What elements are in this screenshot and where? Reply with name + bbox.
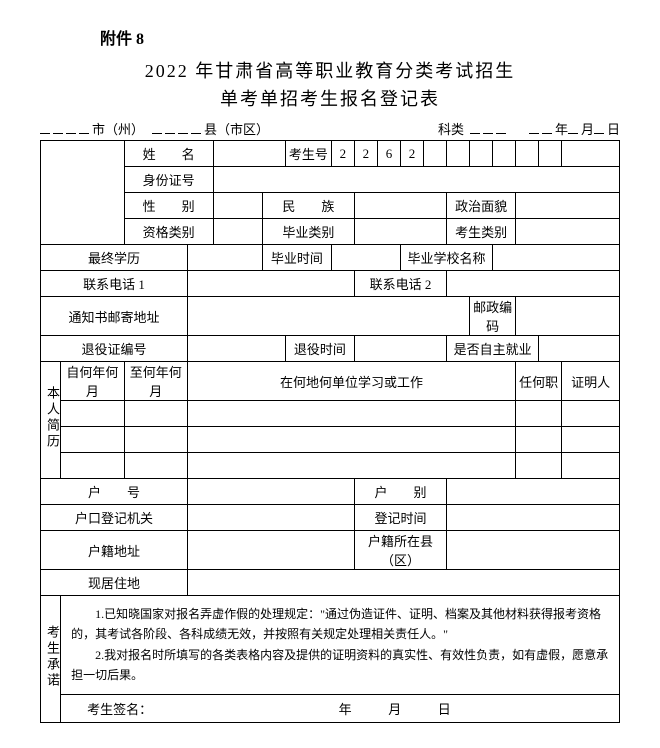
from-label: 自何年何月 <box>61 362 124 401</box>
examno-d7 <box>470 141 493 167</box>
examno-d3: 6 <box>377 141 400 167</box>
job-label: 任何职 <box>516 362 562 401</box>
regtime-value <box>447 505 620 531</box>
resume-row <box>61 453 124 479</box>
gradschool-label: 毕业学校名称 <box>400 245 492 271</box>
resume-label: 本人简历 <box>41 362 61 479</box>
photo-cell <box>41 141 125 245</box>
to-label: 至何年何月 <box>124 362 187 401</box>
where-label: 在何地何单位学习或工作 <box>187 362 515 401</box>
gradschool-value <box>493 245 620 271</box>
retireno-label: 退役证编号 <box>41 336 188 362</box>
gender-value <box>213 193 262 219</box>
gradtime-value <box>331 245 400 271</box>
tel1-value <box>187 271 354 297</box>
resume-row <box>61 401 124 427</box>
gradtype-label: 毕业类别 <box>262 219 354 245</box>
gradtype-value <box>354 219 446 245</box>
hjcounty-value <box>447 531 620 570</box>
examtype-label: 考生类别 <box>447 219 516 245</box>
selfwork-value <box>539 336 620 362</box>
main-title: 2022 年甘肃省高等职业教育分类考试招生 <box>40 57 620 83</box>
finaledu-label: 最终学历 <box>41 245 188 271</box>
ethnic-label: 民 族 <box>262 193 354 219</box>
examno-d1: 2 <box>331 141 354 167</box>
regorg-value <box>187 505 354 531</box>
ethnic-value <box>354 193 446 219</box>
qualtype-value <box>213 219 262 245</box>
regtime-label: 登记时间 <box>354 505 446 531</box>
huhao-label: 户 号 <box>41 479 188 505</box>
finaledu-value <box>187 245 262 271</box>
qualtype-label: 资格类别 <box>124 219 213 245</box>
examno-d6 <box>447 141 470 167</box>
registration-table: 姓 名 考生号 2 2 6 2 身份证号 性 别 民 族 政治面貌 资格类别 毕… <box>40 140 620 723</box>
hjcounty-label: 户籍所在县（区） <box>354 531 446 570</box>
retireno-value <box>187 336 285 362</box>
retiretime-label: 退役时间 <box>285 336 354 362</box>
examno-label: 考生号 <box>285 141 331 167</box>
commit-text: 1.已知晓国家对报名弄虚作假的处理规定："通过伪造证件、证明、档案及其他材料获得… <box>61 596 620 695</box>
tel2-label: 联系电话 2 <box>354 271 446 297</box>
examno-d2: 2 <box>354 141 377 167</box>
header-line: 市（州） 县（市区） 科类 年 月 日 <box>40 119 620 138</box>
regorg-label: 户口登记机关 <box>41 505 188 531</box>
tel1-label: 联系电话 1 <box>41 271 188 297</box>
idno-value <box>213 167 619 193</box>
politics-label: 政治面貌 <box>447 193 516 219</box>
hubie-value <box>447 479 620 505</box>
city-label: 市（州） <box>92 119 144 138</box>
examno-d11 <box>562 141 620 167</box>
postcode-value <box>516 297 620 336</box>
year-label: 年 <box>555 119 568 138</box>
gender-label: 性 别 <box>124 193 213 219</box>
retiretime-value <box>354 336 446 362</box>
name-value <box>213 141 285 167</box>
witness-label: 证明人 <box>562 362 620 401</box>
hjaddr-label: 户籍地址 <box>41 531 188 570</box>
tel2-value <box>447 271 620 297</box>
examno-d4: 2 <box>400 141 423 167</box>
selfwork-label: 是否自主就业 <box>447 336 539 362</box>
politics-value <box>516 193 620 219</box>
attachment-label: 附件 8 <box>100 25 620 49</box>
examno-d10 <box>539 141 562 167</box>
curaddr-label: 现居住地 <box>41 570 188 596</box>
resume-row <box>61 427 124 453</box>
postcode-label: 邮政编码 <box>470 297 516 336</box>
curaddr-value <box>187 570 619 596</box>
sub-title: 单考单招考生报名登记表 <box>40 85 620 111</box>
idno-label: 身份证号 <box>124 167 213 193</box>
hubie-label: 户 别 <box>354 479 446 505</box>
gradtime-label: 毕业时间 <box>262 245 331 271</box>
hjaddr-value <box>187 531 354 570</box>
examno-d8 <box>493 141 516 167</box>
signature-line: 考生签名： 年 月 日 <box>61 694 620 722</box>
commit-label: 考生承诺 <box>41 596 61 723</box>
day-label: 日 <box>607 119 620 138</box>
huhao-value <box>187 479 354 505</box>
mailaddr-label: 通知书邮寄地址 <box>41 297 188 336</box>
name-label: 姓 名 <box>124 141 213 167</box>
examno-d9 <box>516 141 539 167</box>
county-label: 县（市区） <box>204 119 269 138</box>
examtype-value <box>516 219 620 245</box>
mailaddr-value <box>187 297 469 336</box>
examno-d5 <box>424 141 447 167</box>
month-label: 月 <box>581 119 594 138</box>
subject-label: 科类 <box>438 119 464 138</box>
